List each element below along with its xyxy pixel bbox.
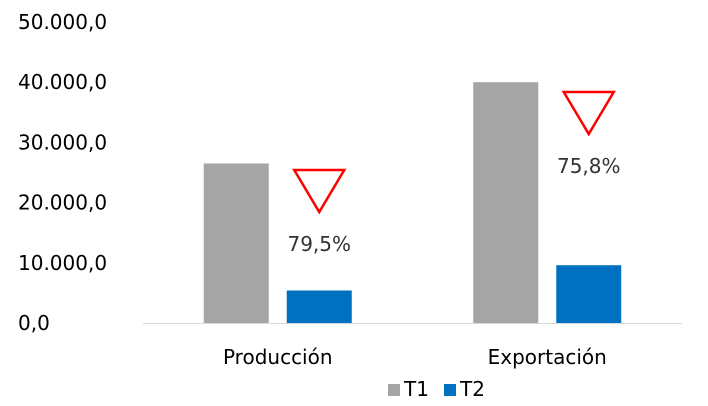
legend-label-t1: T1 [403,377,429,401]
bar-t1-1 [203,163,269,323]
y-tick-label: 50.000,0 [18,10,107,34]
down-triangle-icon [292,168,347,215]
x-axis-labels: Producción Exportación [223,345,607,369]
bar-t2-1 [286,290,352,323]
x-tick-label: Producción [223,345,333,369]
legend-swatch-t1 [388,384,400,396]
bar-t1-2 [473,82,539,323]
bar-t2-2 [556,265,622,323]
annotation-label: 75,8% [557,154,621,178]
legend-label-t2: T2 [459,377,485,401]
bars [203,82,622,323]
y-tick-label: 30.000,0 [18,130,107,154]
legend-swatch-t2 [444,384,456,396]
annotation-label: 79,5% [287,232,351,256]
y-tick-label: 40.000,0 [18,70,107,94]
x-tick-label: Exportación [488,345,607,369]
legend: T1 T2 [388,377,485,401]
annotations: 79,5% 75,8% [287,90,621,256]
y-axis-ticks: 0,0 10.000,0 20.000,0 30.000,0 40.000,0 50.00… [18,10,107,335]
y-tick-label: 0,0 [18,311,50,335]
y-tick-label: 20.000,0 [18,191,107,215]
y-tick-label: 10.000,0 [18,251,107,275]
down-triangle-icon [561,90,616,137]
